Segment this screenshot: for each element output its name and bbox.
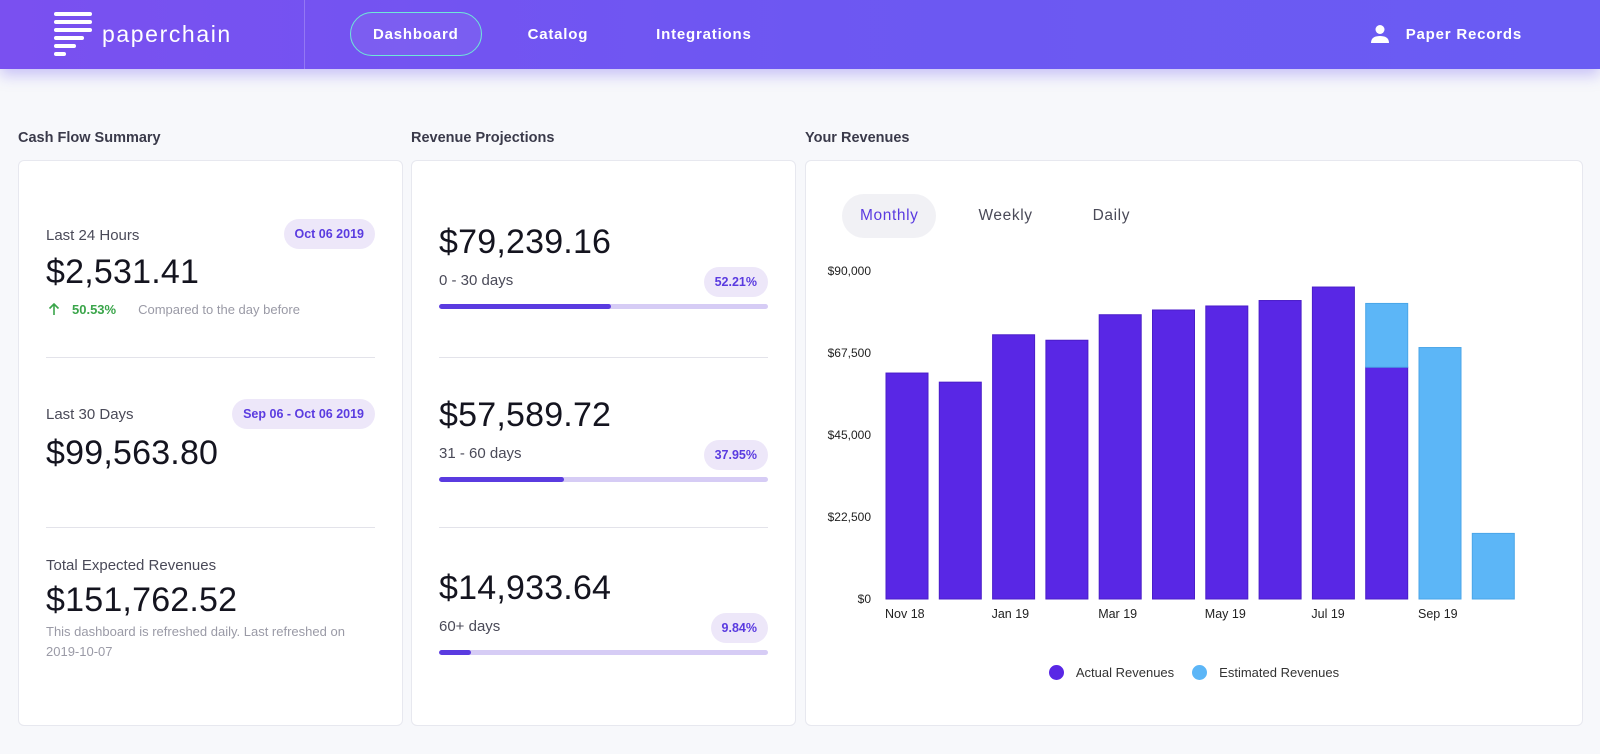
nav-catalog[interactable]: Catalog — [527, 25, 589, 43]
divider — [439, 527, 768, 528]
y-tick-label: $45,000 — [828, 428, 872, 442]
period-tabs: Monthly Weekly Daily — [842, 194, 1172, 238]
bar-estimated — [1418, 347, 1462, 600]
projection-progress-fill — [439, 477, 564, 482]
projection-progress-fill — [439, 304, 611, 309]
x-tick-label: Jan 19 — [992, 607, 1030, 621]
legend-swatch-actual — [1048, 665, 1064, 680]
x-tick-label: May 19 — [1205, 607, 1246, 621]
tab-weekly[interactable]: Weekly — [978, 207, 1033, 224]
cashflow-card: Last 24 Hours Oct 06 2019 $2,531.41 50.5… — [18, 160, 403, 726]
projection-progress-bar — [439, 477, 768, 482]
projections-card: $79,239.16 0 - 30 days 52.21% $57,589.72… — [411, 160, 796, 726]
paperchain-logo-icon — [54, 12, 92, 56]
y-tick-label: $22,500 — [828, 510, 872, 524]
revenues-card: Monthly Weekly Daily $0 $22,500 $45,000 $67… — [805, 160, 1583, 726]
last30-date-badge: Sep 06 - Oct 06 2019 — [232, 399, 375, 429]
user-name: Paper Records — [1405, 25, 1522, 43]
bar-actual — [1258, 300, 1302, 600]
last30-amount: $99,563.80 — [46, 434, 219, 472]
bar-estimated — [1365, 302, 1409, 368]
chart-legend: Actual Revenues Estimated Revenues — [806, 665, 1582, 680]
y-tick-label: $90,000 — [828, 264, 872, 278]
tab-daily[interactable]: Daily — [1092, 207, 1131, 224]
last30-label: Last 30 Days — [46, 406, 134, 423]
projection-amount: $79,239.16 — [439, 223, 612, 261]
brand-name: paperchain — [102, 20, 232, 47]
last24-date-badge: Oct 06 2019 — [283, 219, 375, 249]
nav-dashboard[interactable]: Dashboard — [350, 12, 482, 56]
main-nav: Dashboard Catalog Integrations — [350, 12, 798, 56]
bar-actual — [1045, 339, 1089, 600]
x-tick-label: Nov 18 — [885, 607, 925, 621]
last24-delta: 50.53% Compared to the day before — [48, 302, 300, 317]
bar-actual — [1098, 314, 1142, 600]
total-label: Total Expected Revenues — [46, 557, 217, 574]
bar-actual — [1205, 305, 1249, 600]
projection-percent-badge: 52.21% — [703, 267, 768, 297]
divider — [439, 357, 768, 358]
tab-monthly[interactable]: Monthly — [842, 194, 937, 238]
bar-actual — [1152, 309, 1195, 600]
projections-title: Revenue Projections — [411, 130, 555, 146]
projection-progress-bar — [439, 304, 768, 309]
nav-integrations[interactable]: Integrations — [656, 25, 752, 43]
last24-amount: $2,531.41 — [46, 253, 200, 291]
legend-label-actual: Actual Revenues — [1075, 665, 1175, 680]
projection-amount: $14,933.64 — [439, 569, 612, 607]
projection-range: 60+ days — [439, 618, 501, 635]
legend-swatch-estimated — [1192, 665, 1208, 680]
y-tick-label: $0 — [858, 592, 872, 606]
bar-actual — [938, 381, 982, 600]
projection-percent-badge: 9.84% — [710, 613, 768, 643]
revenue-bar-chart: $0 $22,500 $45,000 $67,500 $90,000 Nov 18 Jan … — [828, 264, 1515, 621]
x-tick-label: Mar 19 — [1098, 607, 1137, 621]
top-navigation-bar: paperchain Dashboard Catalog Integration… — [0, 0, 1600, 69]
arrow-up-icon — [48, 303, 60, 315]
bar-estimated — [1471, 532, 1515, 600]
revenues-title: Your Revenues — [805, 130, 910, 146]
x-tick-label: Sep 19 — [1418, 607, 1458, 621]
legend-item-estimated[interactable]: Estimated Revenues — [1192, 665, 1339, 680]
projection-amount: $57,589.72 — [439, 396, 612, 434]
divider — [46, 357, 375, 358]
bar-actual — [1365, 366, 1409, 600]
brand-logo[interactable]: paperchain — [54, 12, 232, 56]
projection-percent-badge: 37.95% — [703, 440, 768, 470]
legend-item-actual[interactable]: Actual Revenues — [1048, 665, 1175, 680]
refresh-note: This dashboard is refreshed daily. Last … — [46, 624, 345, 659]
projection-progress-bar — [439, 650, 768, 655]
last24-delta-value: 50.53% — [72, 302, 117, 317]
y-tick-label: $67,500 — [828, 346, 872, 360]
last24-label: Last 24 Hours — [46, 227, 140, 244]
bar-actual — [885, 372, 929, 600]
header-divider — [304, 0, 305, 69]
legend-label-estimated: Estimated Revenues — [1219, 665, 1340, 680]
projection-progress-fill — [439, 650, 472, 655]
x-tick-label: Jul 19 — [1311, 607, 1344, 621]
bar-actual — [1311, 286, 1355, 600]
bar-actual — [992, 334, 1036, 600]
user-menu[interactable]: Paper Records — [1370, 12, 1522, 56]
user-icon — [1370, 25, 1389, 43]
projection-range: 0 - 30 days — [439, 272, 514, 289]
divider — [46, 527, 375, 528]
projection-range: 31 - 60 days — [439, 445, 522, 462]
last24-delta-note: Compared to the day before — [138, 302, 300, 317]
cashflow-title: Cash Flow Summary — [18, 130, 161, 146]
total-amount: $151,762.52 — [46, 581, 238, 619]
